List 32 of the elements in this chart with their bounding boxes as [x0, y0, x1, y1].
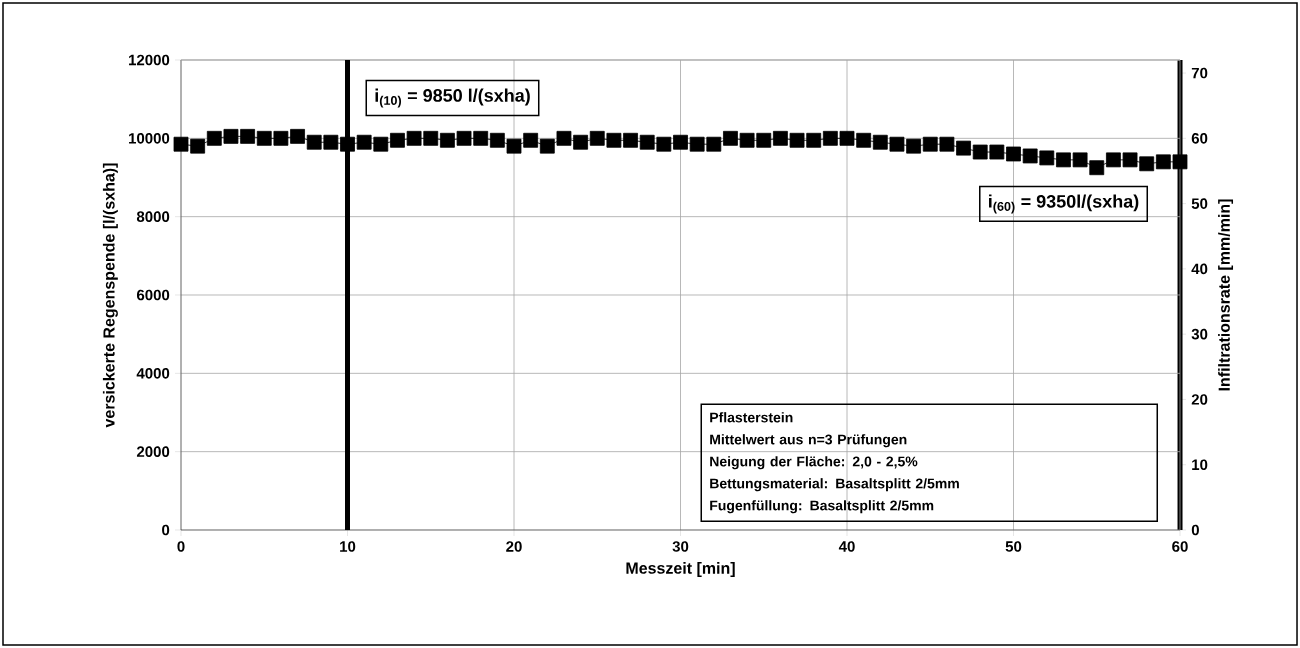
- y-tick-label: 2000: [136, 446, 170, 457]
- y-tick-label: 12000: [129, 54, 170, 66]
- y-tick-label: 10000: [129, 133, 170, 144]
- y2-tick-label: 10: [1192, 459, 1208, 471]
- y-tick-label: 4000: [136, 368, 170, 379]
- x-tick-label: 40: [838, 541, 855, 552]
- y2-tick-label: 60: [1191, 133, 1208, 144]
- annotation: i$_{(10)}$ = 9850 l/(sxha): [375, 88, 530, 108]
- x-tick-label: 50: [1005, 541, 1022, 552]
- annotation: Pflasterstein: [710, 412, 793, 423]
- x-tick-label: 60: [1172, 541, 1188, 552]
- x-tick-label: 0: [177, 541, 185, 552]
- x-tick-label: 20: [506, 541, 522, 552]
- annotation: Mittelwert aus n=3 Prüfungen: [710, 434, 907, 448]
- y2-tick-label: 0: [1191, 524, 1199, 536]
- y-tick-label: 8000: [136, 211, 170, 222]
- x-axis-title: Messzeit [min]: [626, 562, 735, 577]
- y-tick-label: 0: [162, 524, 170, 536]
- y2-axis-title: Infiltrationsrate [mm/min]: [1218, 199, 1234, 391]
- annotation: i$_{(60)}$ = 9350l/(sxha): [989, 194, 1139, 214]
- annotation: Fugenfüllung: Basaltsplitt 2/5mm: [710, 500, 934, 514]
- y2-tick-label: 30: [1191, 328, 1208, 340]
- x-tick-label: 30: [672, 541, 689, 552]
- y2-tick-label: 50: [1191, 198, 1208, 209]
- x-tick-label: 10: [340, 541, 356, 552]
- y-tick-label: 6000: [136, 289, 170, 301]
- y-axis-title: versickerte Regenspende [l/(sxha)]: [102, 163, 118, 428]
- annotation: Bettungsmaterial: Basaltsplitt 2/5mm: [710, 478, 959, 492]
- y2-tick-label: 40: [1191, 263, 1208, 275]
- annotation: Neigung der Fläche: 2,0 - 2,5%: [710, 456, 918, 470]
- y2-tick-label: 20: [1191, 394, 1208, 405]
- y2-tick-label: 70: [1191, 67, 1208, 79]
